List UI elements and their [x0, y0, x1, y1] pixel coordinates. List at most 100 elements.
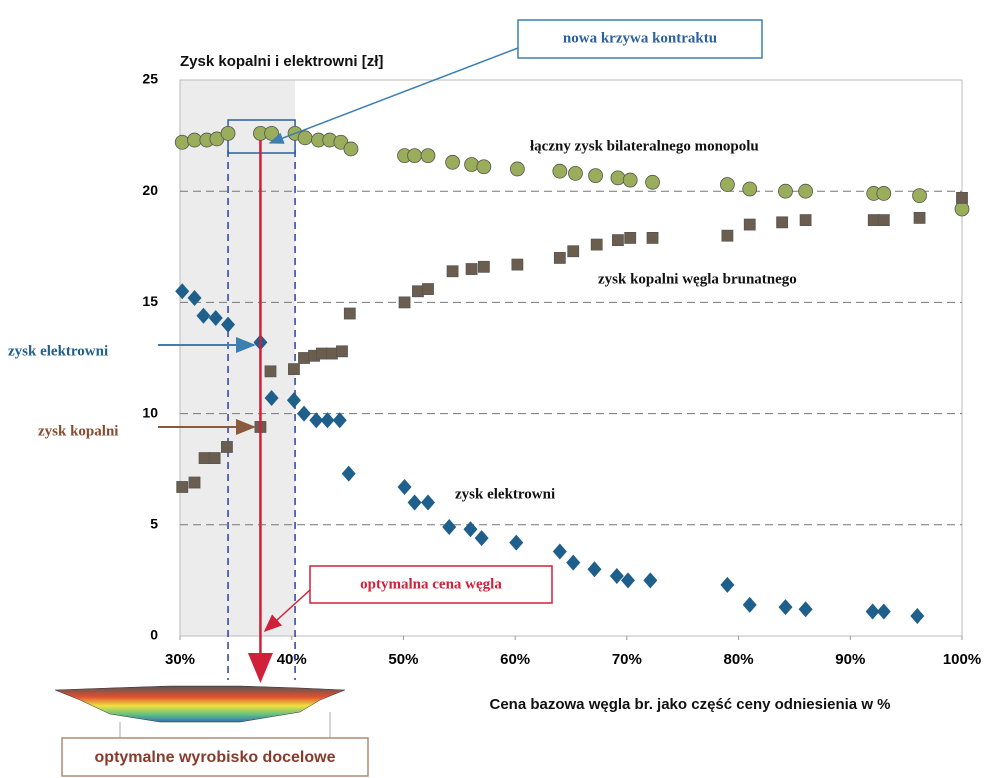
annotation: zysk elektrowni: [8, 343, 108, 359]
point: [742, 596, 757, 613]
y-tick-label: 5: [150, 516, 158, 532]
point: [624, 232, 637, 244]
series-label: zysk kopalni węgla brunatnego: [598, 271, 797, 287]
point: [187, 289, 202, 306]
y-tick-label: 20: [142, 182, 158, 198]
point: [645, 174, 660, 190]
point: [221, 316, 236, 333]
point: [721, 229, 734, 242]
point: [221, 441, 233, 453]
point: [446, 265, 459, 278]
point: [320, 412, 335, 429]
point: [509, 534, 524, 551]
point: [175, 283, 190, 300]
annotation: optymalna cena węgla: [360, 576, 502, 592]
point: [264, 365, 277, 378]
point: [445, 154, 460, 170]
annotation: zysk kopalni: [38, 423, 118, 439]
point: [609, 567, 624, 584]
point: [465, 263, 478, 275]
plot-frame: [179, 79, 963, 637]
annotation: optymalne wyrobisko docelowe: [95, 749, 336, 766]
point: [343, 141, 359, 157]
point: [208, 309, 223, 326]
x-tick-label: 60%: [500, 651, 530, 668]
point: [286, 392, 301, 409]
point: [198, 452, 211, 464]
point: [910, 607, 925, 624]
point: [309, 412, 324, 429]
point: [464, 157, 479, 172]
point: [867, 214, 880, 227]
point: [208, 452, 221, 464]
point: [220, 125, 236, 141]
point: [407, 494, 422, 511]
pit-image: [54, 685, 346, 723]
point: [511, 258, 524, 271]
y-tick-label: 0: [150, 627, 158, 643]
point: [298, 352, 310, 364]
point: [421, 494, 436, 511]
point: [799, 214, 812, 227]
point: [332, 412, 347, 429]
arrow: [268, 47, 519, 144]
point: [264, 390, 279, 407]
point: [288, 363, 300, 376]
point: [176, 481, 189, 493]
point: [442, 519, 457, 536]
point: [646, 232, 659, 244]
point: [264, 125, 280, 141]
point: [587, 561, 602, 578]
point: [336, 345, 348, 358]
point: [778, 599, 793, 616]
point: [566, 554, 581, 571]
shaded-region: [180, 80, 296, 636]
point: [612, 234, 624, 247]
point: [422, 283, 434, 295]
point: [610, 170, 626, 186]
point: [620, 572, 635, 589]
point: [876, 186, 892, 201]
y-tick-label: 25: [142, 71, 158, 87]
y-tick-label: 15: [142, 293, 158, 309]
point: [341, 465, 356, 482]
point: [567, 245, 580, 258]
point: [877, 214, 890, 227]
point: [474, 530, 489, 547]
point: [552, 163, 568, 179]
point: [509, 161, 525, 177]
y-tick-label: 10: [142, 404, 158, 420]
x-tick-label: 80%: [724, 651, 754, 668]
point: [297, 405, 312, 422]
point: [397, 478, 412, 495]
point: [343, 307, 356, 320]
point: [568, 166, 583, 181]
annotation-box: [517, 19, 763, 59]
point: [463, 521, 478, 538]
point: [590, 238, 603, 251]
annotation-box: [61, 737, 369, 777]
x-tick-label: 90%: [835, 651, 865, 668]
point: [865, 603, 880, 620]
connector: [62, 722, 121, 739]
point: [912, 188, 927, 204]
point: [742, 181, 758, 197]
point: [420, 148, 436, 164]
x-axis-title: Cena bazowa węgla br. jako część ceny od…: [490, 696, 891, 713]
point: [913, 211, 926, 224]
point: [477, 260, 490, 273]
point: [398, 296, 411, 309]
x-tick-label: 30%: [165, 651, 195, 668]
point: [326, 347, 338, 360]
x-tick-label: 100%: [943, 651, 981, 668]
point: [476, 159, 492, 175]
point: [297, 130, 313, 146]
point: [588, 168, 603, 184]
arrow: [263, 589, 311, 633]
point: [954, 201, 970, 217]
annotation: nowa krzywa kontraktu: [563, 30, 717, 46]
point: [643, 572, 658, 589]
y-axis-title: Zysk kopalni i elektrowni [zł]: [180, 53, 383, 70]
x-tick-label: 70%: [612, 651, 642, 668]
